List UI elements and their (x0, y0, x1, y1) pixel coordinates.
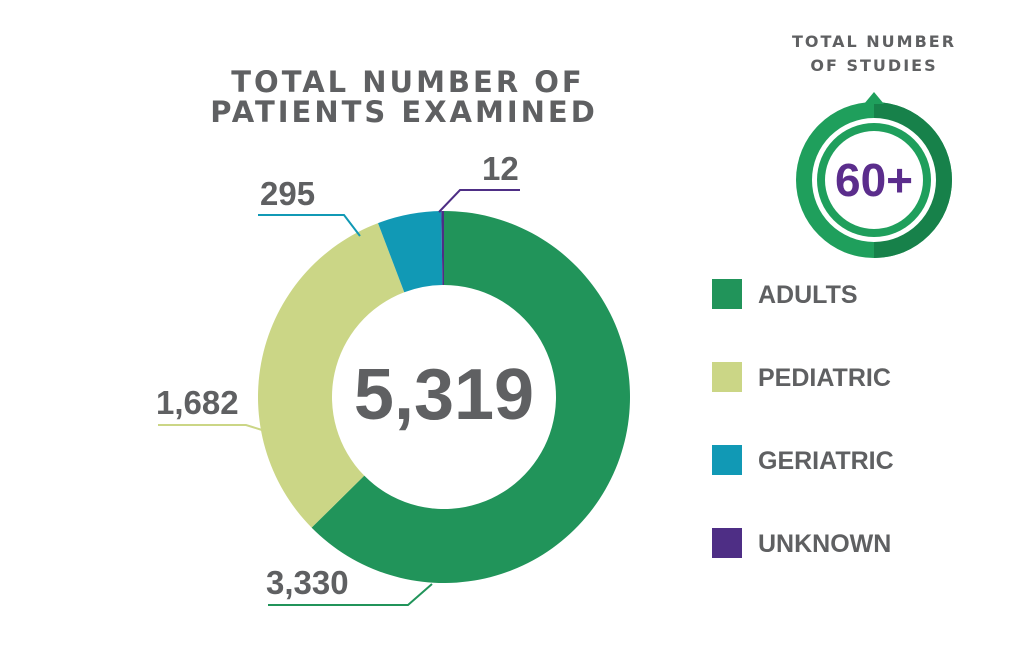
total-label: 5,319 (354, 355, 534, 435)
studies-badge: 60+ (796, 92, 952, 258)
chart-title-line-1: TOTAL NUMBER OF (231, 65, 584, 99)
badge-center (825, 131, 923, 229)
legend-swatch-pediatric (712, 362, 742, 392)
leader-line-unknown (438, 189, 520, 213)
donut-slice-unknown (441, 211, 444, 286)
legend-label-geriatric: GERIATRIC (758, 447, 894, 475)
legend-swatch-geriatric (712, 445, 742, 475)
studies-title-line-2: OF STUDIES (810, 56, 937, 75)
legend-label-pediatric: PEDIATRIC (758, 364, 891, 392)
studies-title-line-1: TOTAL NUMBER (792, 32, 956, 51)
legend-swatch-unknown (712, 528, 742, 558)
studies-value: 60+ (835, 154, 913, 206)
leader-line-adults (268, 583, 433, 606)
value-label-geriatric: 295 (260, 175, 315, 212)
donut-slice-adults (311, 211, 630, 583)
donut-chart (258, 211, 630, 583)
badge-pointer-icon (864, 92, 884, 104)
value-label-pediatric: 1,682 (156, 384, 239, 421)
value-label-unknown: 12 (482, 150, 519, 187)
donut-slice-pediatric (258, 223, 405, 528)
donut-slice-geriatric (378, 211, 443, 293)
legend-label-adults: ADULTS (758, 281, 858, 309)
legend-label-unknown: UNKNOWN (758, 530, 891, 558)
value-label-adults: 3,330 (266, 564, 349, 601)
leader-line-geriatric (258, 214, 361, 237)
leader-line-pediatric (158, 424, 263, 431)
chart-title-line-2: PATIENTS EXAMINED (210, 95, 598, 129)
legend-swatch-adults (712, 279, 742, 309)
